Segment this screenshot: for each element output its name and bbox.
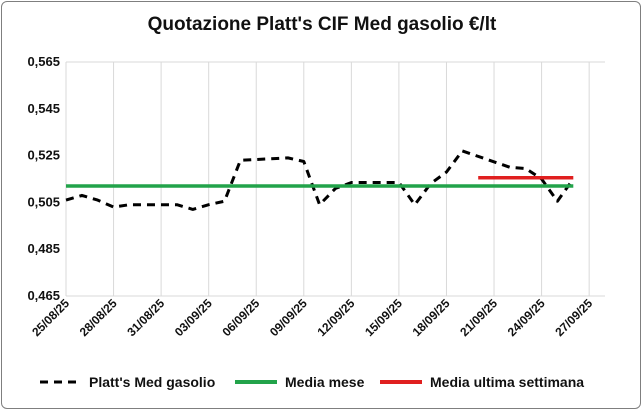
chart-title: Quotazione Platt's CIF Med gasolio €/lt xyxy=(147,14,497,35)
series-line-1 xyxy=(65,149,575,211)
x-tick-label: 24/09/25 xyxy=(505,296,548,339)
y-tick-label: 0,545 xyxy=(27,101,60,116)
y-tick-label: 0,565 xyxy=(27,54,60,69)
y-axis-ticks: 0,465 0,485 0,505 0,525 0,545 0,565 xyxy=(27,54,60,303)
y-tick-label: 0,465 xyxy=(27,288,60,303)
x-tick-label: 12/09/25 xyxy=(315,296,358,339)
legend-label: Media mese xyxy=(285,374,365,390)
x-tick-label: 18/09/25 xyxy=(410,296,453,339)
x-tick-label: 28/08/25 xyxy=(77,296,120,339)
x-tick-label: 06/09/25 xyxy=(219,296,262,339)
y-tick-label: 0,505 xyxy=(27,194,60,209)
x-tick-label: 27/09/25 xyxy=(552,296,595,339)
x-tick-label: 31/08/25 xyxy=(124,296,167,339)
legend-label: Platt's Med gasolio xyxy=(89,374,215,390)
y-tick-label: 0,485 xyxy=(27,241,60,256)
legend-label: Media ultima settimana xyxy=(430,374,584,390)
x-tick-label: 09/09/25 xyxy=(267,296,310,339)
y-tick-label: 0,525 xyxy=(27,148,60,163)
x-tick-label: 03/09/25 xyxy=(172,296,215,339)
x-axis-ticks: 25/08/25 28/08/25 31/08/25 03/09/25 06/09/25… xyxy=(29,296,595,339)
x-tick-label: 15/09/25 xyxy=(362,296,405,339)
legend: Platt's Med gasolio Media mese Media ultim… xyxy=(40,374,584,390)
series-lines xyxy=(65,149,575,211)
x-tick-label: 21/09/25 xyxy=(457,296,500,339)
